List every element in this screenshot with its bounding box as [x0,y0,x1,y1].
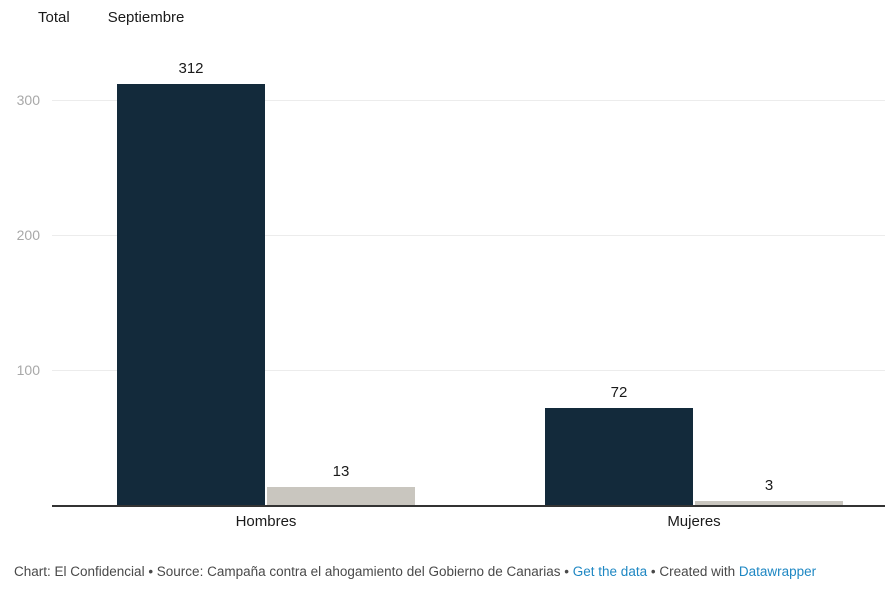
datawrapper-link[interactable]: Datawrapper [738,564,817,579]
gridline-300 [52,100,885,101]
value-label-septiembre-hombres: 13 [332,463,350,481]
category-label-mujeres: Mujeres [667,513,721,530]
chart-attribution: Chart: El Confidencial • Source: Campaña… [14,562,869,581]
plot-area: 100 200 300 312 72 13 3 Hombres Mujeres [16,59,885,530]
gridline-100 [52,370,885,371]
value-label-septiembre-mujeres: 3 [764,476,774,494]
legend-item-septiembre: Septiembre [107,9,185,26]
y-axis-tick-300: 300 [16,92,40,108]
attribution-text: • Created with [647,564,739,579]
bar-total-mujeres [545,407,693,505]
y-axis-tick-100: 100 [16,362,40,378]
bar-septiembre-mujeres [695,500,843,505]
y-axis-tick-200: 200 [16,227,40,243]
x-axis-baseline [52,505,885,507]
category-label-hombres: Hombres [235,513,297,530]
attribution-text: Chart: El Confidencial • Source: Campaña… [14,564,573,579]
legend: Total Septiembre [38,8,184,27]
bar-total-hombres [117,83,265,505]
legend-item-total: Total [38,9,70,26]
bar-septiembre-hombres [267,487,415,505]
gridline-200 [52,235,885,236]
get-the-data-link[interactable]: Get the data [572,564,648,579]
value-label-total-hombres: 312 [178,59,204,77]
value-label-total-mujeres: 72 [610,383,628,401]
